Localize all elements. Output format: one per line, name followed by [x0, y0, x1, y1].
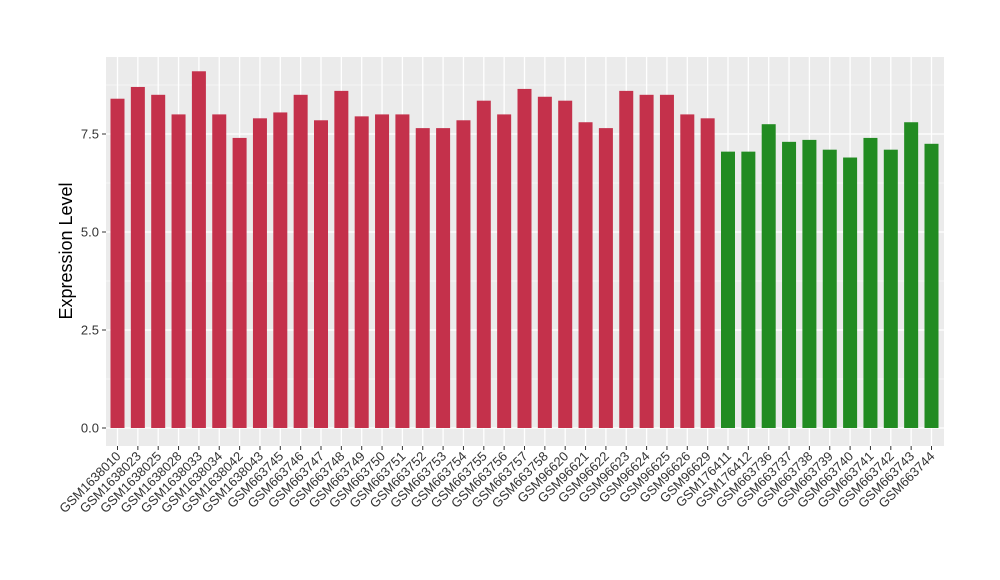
bar-GSM96629 — [700, 118, 715, 428]
bar-GSM663745 — [273, 112, 288, 428]
bar-GSM663758 — [537, 96, 552, 428]
bar-GSM663738 — [802, 139, 817, 428]
bar-GSM663742 — [883, 149, 898, 428]
bar-GSM663756 — [497, 114, 512, 429]
bar-GSM663744 — [924, 143, 939, 429]
bars — [110, 71, 939, 429]
bar-GSM96623 — [619, 90, 634, 428]
y-axis-title: Expression Level — [56, 182, 76, 319]
bar-GSM176412 — [741, 151, 756, 428]
bar-GSM96624 — [639, 94, 654, 429]
bar-GSM663752 — [415, 128, 430, 428]
bar-GSM663757 — [517, 88, 532, 429]
x-axis: GSM1638010GSM1638023GSM1638025GSM1638028… — [56, 446, 938, 516]
bar-GSM1638034 — [212, 114, 227, 429]
bar-GSM96621 — [578, 122, 593, 429]
bar-GSM96625 — [659, 94, 674, 429]
bar-GSM663736 — [761, 124, 776, 428]
bar-GSM663748 — [334, 90, 349, 428]
bar-GSM663737 — [782, 141, 797, 428]
bar-GSM96620 — [558, 100, 573, 429]
y-tick-label: 7.5 — [81, 127, 99, 142]
bar-GSM1638023 — [130, 86, 145, 429]
bar-GSM663740 — [843, 157, 858, 428]
bar-GSM1638042 — [232, 137, 247, 429]
bar-GSM1638043 — [252, 118, 267, 428]
bar-GSM663746 — [293, 94, 308, 429]
bar-GSM663741 — [863, 137, 878, 429]
bar-GSM1638010 — [110, 98, 125, 428]
bar-GSM663755 — [476, 100, 491, 429]
bar-GSM176411 — [721, 151, 735, 428]
y-tick-label: 0.0 — [81, 421, 99, 436]
bar-GSM1638028 — [171, 114, 186, 429]
y-axis: 0.0 2.5 5.0 7.5 — [81, 127, 106, 436]
bar-GSM663739 — [822, 149, 837, 428]
bar-GSM663754 — [456, 120, 471, 428]
bar-GSM96626 — [680, 114, 695, 429]
bar-GSM96622 — [598, 128, 613, 428]
y-tick-label: 2.5 — [81, 323, 99, 338]
bar-GSM663749 — [354, 116, 369, 429]
bar-GSM663743 — [904, 122, 919, 429]
bar-GSM1638025 — [151, 94, 166, 429]
bar-GSM1638033 — [191, 71, 206, 428]
bar-GSM663753 — [436, 128, 451, 428]
bar-GSM663750 — [375, 114, 390, 429]
bar-GSM663747 — [314, 120, 328, 428]
bar-GSM663751 — [395, 114, 410, 429]
y-tick-label: 5.0 — [81, 225, 99, 240]
